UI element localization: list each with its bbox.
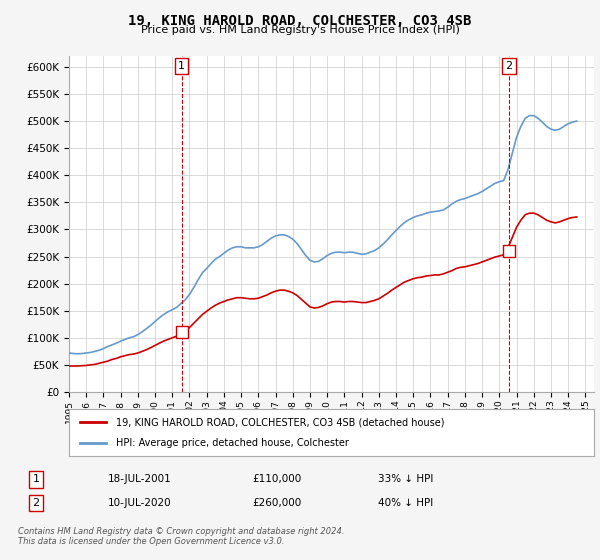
Text: 1: 1 — [32, 474, 40, 484]
Text: 18-JUL-2001: 18-JUL-2001 — [108, 474, 172, 484]
Text: 2: 2 — [32, 498, 40, 508]
Text: HPI: Average price, detached house, Colchester: HPI: Average price, detached house, Colc… — [116, 438, 349, 448]
Text: £260,000: £260,000 — [252, 498, 301, 508]
Text: 1: 1 — [178, 61, 185, 71]
Text: 33% ↓ HPI: 33% ↓ HPI — [378, 474, 433, 484]
Text: £110,000: £110,000 — [252, 474, 301, 484]
Text: 19, KING HAROLD ROAD, COLCHESTER, CO3 4SB (detached house): 19, KING HAROLD ROAD, COLCHESTER, CO3 4S… — [116, 417, 445, 427]
Text: 19, KING HAROLD ROAD, COLCHESTER, CO3 4SB: 19, KING HAROLD ROAD, COLCHESTER, CO3 4S… — [128, 14, 472, 28]
Text: 40% ↓ HPI: 40% ↓ HPI — [378, 498, 433, 508]
Text: Contains HM Land Registry data © Crown copyright and database right 2024.
This d: Contains HM Land Registry data © Crown c… — [18, 526, 344, 546]
Text: 10-JUL-2020: 10-JUL-2020 — [108, 498, 172, 508]
Text: 2: 2 — [505, 61, 512, 71]
Text: Price paid vs. HM Land Registry's House Price Index (HPI): Price paid vs. HM Land Registry's House … — [140, 25, 460, 35]
